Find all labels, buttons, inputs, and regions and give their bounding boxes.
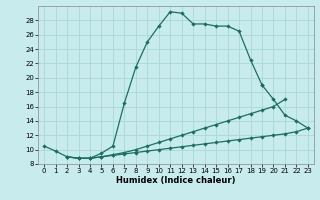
X-axis label: Humidex (Indice chaleur): Humidex (Indice chaleur) xyxy=(116,176,236,185)
